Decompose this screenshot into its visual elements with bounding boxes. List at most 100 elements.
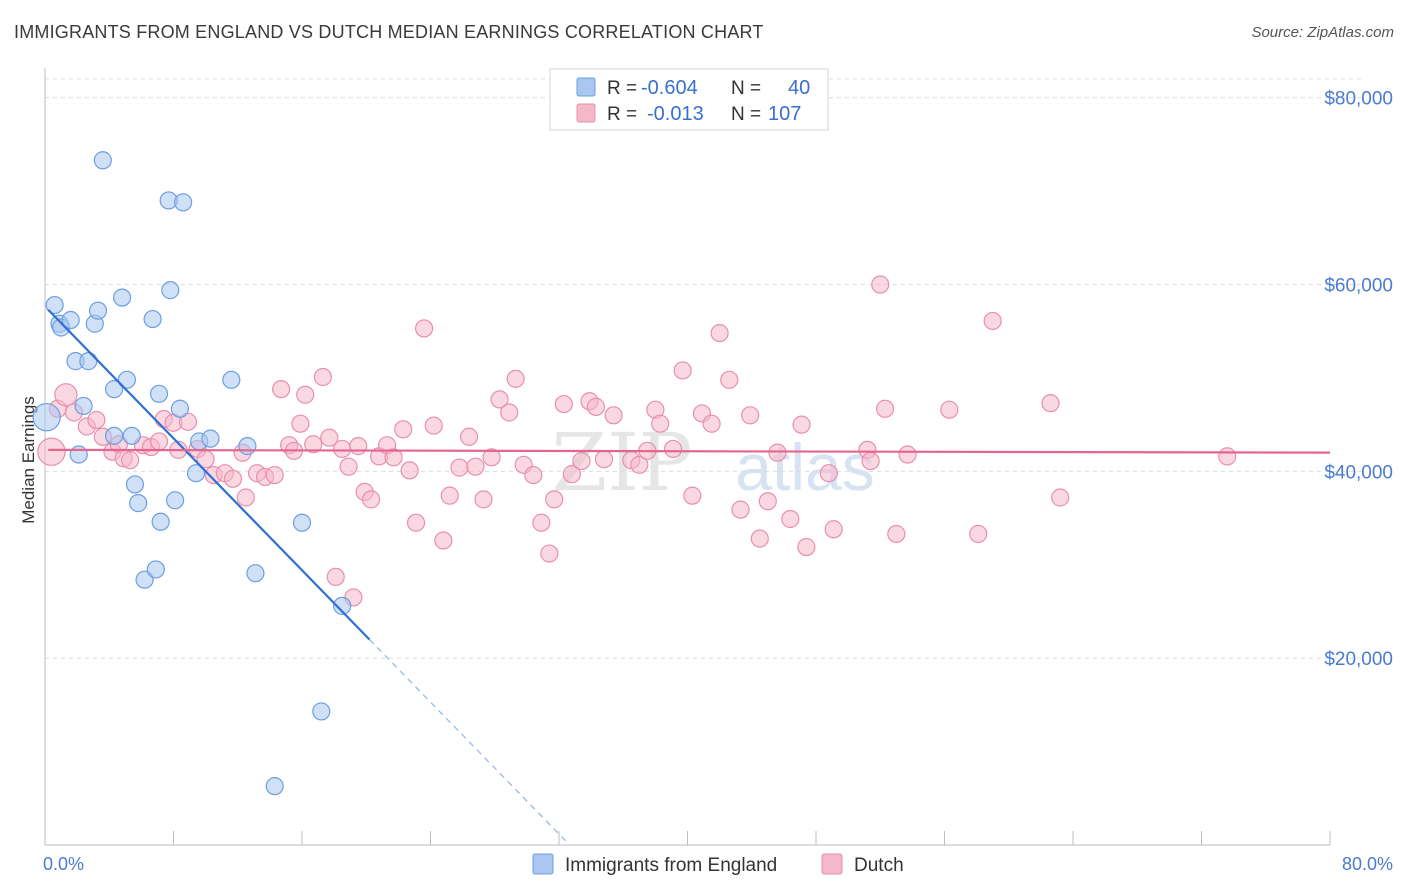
dutch-point — [313, 367, 332, 387]
y-tick-label: $60,000 — [1324, 276, 1393, 297]
england-point — [174, 193, 193, 212]
dutch-point — [406, 513, 426, 532]
legend-n-label-2: N = — [731, 104, 761, 125]
england-point — [166, 491, 185, 510]
dutch-point — [361, 490, 381, 509]
dutch-point — [702, 414, 721, 433]
england-point — [149, 384, 169, 403]
dutch-point — [792, 415, 811, 434]
dutch-point — [272, 380, 291, 399]
england-point — [93, 151, 112, 170]
legend-n-value-1: 40 — [788, 77, 810, 99]
dutch-point — [604, 406, 623, 425]
england-point — [135, 570, 154, 589]
dutch-point — [540, 544, 559, 563]
england-point — [112, 288, 132, 307]
chart-title: IMMIGRANTS FROM ENGLAND VS DUTCH MEDIAN … — [14, 22, 764, 42]
dutch-point — [824, 520, 843, 539]
dutch-point — [326, 567, 345, 587]
dutch-point — [394, 420, 413, 439]
england-point — [265, 777, 284, 796]
dutch-point — [54, 383, 78, 407]
dutch-point — [1051, 488, 1070, 507]
england-point — [161, 281, 180, 300]
legend-r-label-1: R = — [607, 78, 637, 99]
england-point — [186, 464, 206, 483]
bottom-legend-dutch: Dutch — [854, 855, 904, 876]
dutch-point — [304, 435, 323, 454]
y-tick-labels: $20,000 $40,000 $60,000 $80,000 — [1324, 89, 1393, 670]
england-point — [117, 370, 137, 389]
england-point — [238, 437, 257, 456]
dutch-point — [384, 448, 403, 467]
dutch-point — [121, 451, 140, 470]
dutch-point — [572, 451, 591, 471]
dutch-trend-line — [48, 448, 1331, 454]
legend-n-value-2: 107 — [768, 103, 801, 125]
england-trend-line — [47, 308, 371, 641]
england-point — [88, 301, 108, 320]
england-point — [222, 370, 241, 389]
dutch-point — [466, 457, 485, 476]
dutch-point — [490, 390, 509, 409]
england-point — [292, 513, 312, 532]
dutch-point — [482, 448, 501, 467]
england-point — [61, 310, 80, 330]
dutch-point — [1041, 394, 1060, 413]
dutch-point — [887, 524, 906, 544]
x-tick-label-min: 0.0% — [43, 854, 84, 874]
dutch-point — [983, 311, 1002, 331]
dutch-point — [291, 414, 310, 433]
dutch-point — [875, 399, 895, 418]
dutch-point — [630, 455, 649, 474]
dutch-point — [720, 370, 739, 389]
dutch-point — [1218, 447, 1237, 466]
dutch-point — [861, 451, 880, 471]
dutch-point — [781, 509, 800, 529]
y-tick-label: $80,000 — [1324, 89, 1393, 110]
england-trend-extension — [368, 639, 568, 843]
dutch-point — [333, 439, 352, 459]
england-point — [104, 426, 124, 445]
dutch-point — [178, 412, 198, 431]
england-point — [312, 702, 331, 721]
england-point — [79, 352, 98, 371]
dutch-point — [424, 416, 443, 435]
england-point — [45, 295, 64, 315]
dutch-point — [459, 427, 479, 446]
dutch-point — [594, 450, 614, 469]
dutch-point — [506, 369, 525, 388]
dutch-point — [223, 469, 243, 488]
england-point — [151, 512, 170, 531]
dutch-point — [236, 488, 255, 507]
legend-swatch-england — [576, 77, 596, 97]
dutch-point — [296, 385, 315, 404]
legend-r-label-2: R = — [607, 104, 637, 125]
x-tick-labels: 0.0% 80.0% — [43, 854, 1393, 874]
y-tick-label: $20,000 — [1324, 649, 1393, 670]
series-legend: Immigrants from England Dutch — [532, 853, 904, 876]
dutch-point — [474, 490, 493, 509]
dutch-point — [797, 537, 816, 557]
source-label: Source: ZipAtlas.com — [1251, 24, 1394, 41]
bottom-legend-england: Immigrants from England — [565, 855, 777, 876]
england-point — [129, 494, 148, 513]
dutch-point — [349, 437, 368, 456]
england-point — [104, 380, 124, 399]
stats-legend: R = -0.604 N = 40 R = -0.013 N = 107 — [549, 68, 829, 131]
x-tick-label-max: 80.0% — [1342, 854, 1393, 874]
dutch-point — [545, 490, 564, 509]
bottom-legend-swatch-england — [532, 853, 554, 875]
dutch-point — [731, 500, 750, 519]
dutch-point — [414, 319, 434, 338]
dutch-point — [741, 406, 760, 425]
dutch-point — [673, 361, 692, 380]
dutch-point — [750, 529, 769, 548]
england-point — [69, 445, 88, 464]
dutch-point — [768, 443, 787, 462]
dutch-point — [758, 492, 777, 511]
dutch-point — [940, 400, 959, 419]
england-point — [32, 402, 61, 432]
y-tick-label: $40,000 — [1324, 462, 1393, 483]
